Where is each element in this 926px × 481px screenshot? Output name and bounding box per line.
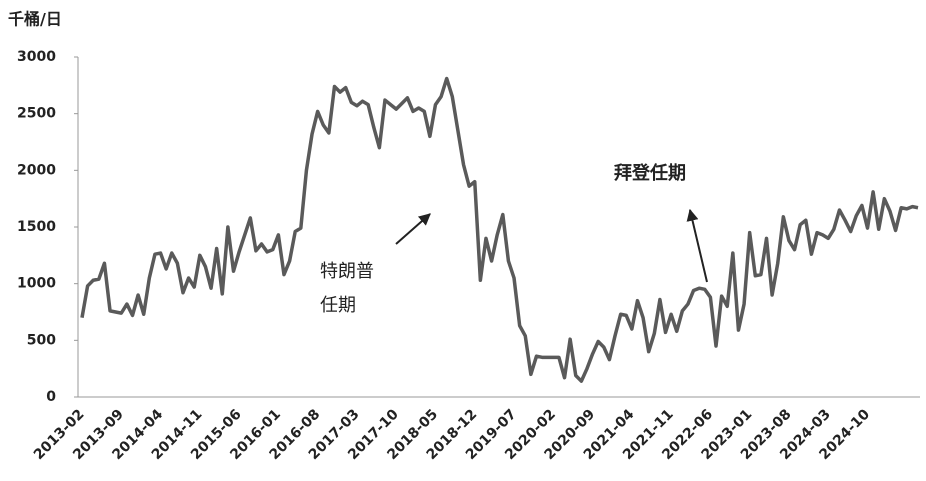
y-tick-label: 3000 bbox=[17, 49, 56, 65]
arrow bbox=[395, 213, 431, 245]
annotation: 特朗普 bbox=[320, 261, 374, 282]
y-tick-label: 1500 bbox=[17, 219, 56, 235]
data-line bbox=[80, 76, 919, 383]
annotation: 任期 bbox=[320, 295, 356, 316]
y-axis-label: 千桶/日 bbox=[8, 10, 62, 29]
y-tick-label: 1000 bbox=[17, 276, 56, 292]
arrow bbox=[686, 208, 708, 283]
annotation: 拜登任期 bbox=[614, 162, 686, 184]
y-tick-label: 2500 bbox=[17, 106, 56, 122]
y-tick-label: 0 bbox=[46, 389, 56, 405]
y-tick-label: 500 bbox=[27, 332, 56, 348]
y-tick-label: 2000 bbox=[17, 162, 56, 178]
